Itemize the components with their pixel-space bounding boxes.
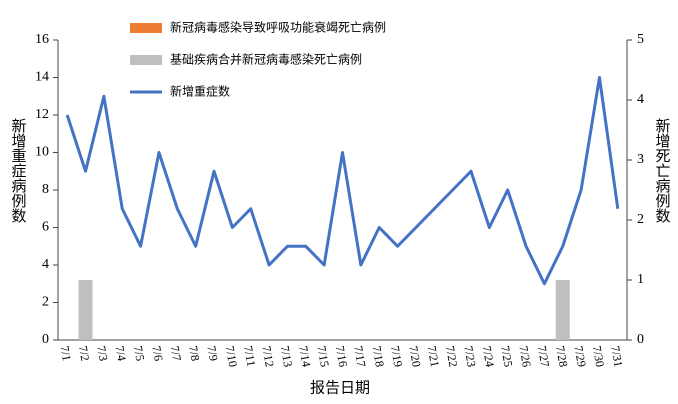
x-tick-label: 7/9 xyxy=(204,345,220,363)
x-tick-label: 7/21 xyxy=(425,345,442,368)
x-axis-label: 报告日期 xyxy=(310,379,370,397)
y-tick-label: 0 xyxy=(42,332,49,347)
legend-swatch xyxy=(130,23,162,33)
x-tick-label: 7/12 xyxy=(259,345,276,368)
y-tick-label: 2 xyxy=(42,295,49,310)
x-tick-label: 7/16 xyxy=(333,345,350,368)
x-tick-label: 7/14 xyxy=(296,345,313,368)
y-tick-label: 12 xyxy=(35,107,49,122)
x-tick-label: 7/28 xyxy=(553,345,570,368)
y2-tick-label: 2 xyxy=(637,212,644,227)
x-tick-label: 7/23 xyxy=(461,345,478,368)
x-tick-label: 7/22 xyxy=(443,345,460,368)
x-tick-label: 7/7 xyxy=(168,345,184,363)
x-tick-label: 7/15 xyxy=(314,345,331,368)
x-tick-label: 7/10 xyxy=(223,345,240,368)
line xyxy=(65,76,620,286)
x-tick-label: 7/29 xyxy=(571,345,588,368)
y2-tick-label: 4 xyxy=(637,92,644,107)
y2-tick-label: 0 xyxy=(637,332,644,347)
x-tick-label: 7/30 xyxy=(590,345,607,368)
x-tick-label: 7/3 xyxy=(94,345,110,363)
x-tick-label: 7/5 xyxy=(131,345,147,363)
bar xyxy=(78,280,93,340)
x-tick-label: 7/6 xyxy=(149,345,165,363)
y-tick-label: 14 xyxy=(35,70,49,85)
x-tick-label: 7/24 xyxy=(480,345,497,368)
legend-swatch xyxy=(130,55,162,65)
x-tick-label: 7/8 xyxy=(186,345,202,363)
y-tick-label: 10 xyxy=(35,145,49,160)
x-tick-label: 7/27 xyxy=(535,345,552,368)
x-tick-label: 7/25 xyxy=(498,345,515,368)
y2-tick-label: 1 xyxy=(637,272,644,287)
y-tick-label: 4 xyxy=(42,257,49,272)
y-tick-label: 16 xyxy=(35,32,49,47)
bar xyxy=(555,280,570,340)
x-tick-label: 7/13 xyxy=(278,345,295,368)
x-tick-label: 7/4 xyxy=(113,345,129,363)
y2-tick-label: 5 xyxy=(637,32,644,47)
x-tick-label: 7/17 xyxy=(351,345,368,368)
legend-label: 新增重症数 xyxy=(170,84,230,99)
x-tick-label: 7/18 xyxy=(370,345,387,368)
y2-axis-label: 新增死亡病例数 xyxy=(654,118,672,223)
x-tick-label: 7/11 xyxy=(241,345,258,368)
x-tick-label: 7/19 xyxy=(388,345,405,368)
y-axis-label: 新增重症病例数 xyxy=(10,118,28,223)
y-tick-label: 6 xyxy=(42,220,49,235)
x-tick-label: 7/2 xyxy=(76,345,92,363)
legend-label: 基础疾病合并新冠病毒感染死亡病例 xyxy=(170,52,362,67)
x-tick-label: 7/26 xyxy=(516,345,533,368)
legend-label: 新冠病毒感染导致呼吸功能衰竭死亡病例 xyxy=(170,20,386,35)
x-tick-label: 7/20 xyxy=(406,345,423,368)
x-tick-label: 7/31 xyxy=(608,345,625,368)
y2-tick-label: 3 xyxy=(637,152,644,167)
x-tick-label: 7/1 xyxy=(58,345,74,363)
y-tick-label: 8 xyxy=(42,182,49,197)
